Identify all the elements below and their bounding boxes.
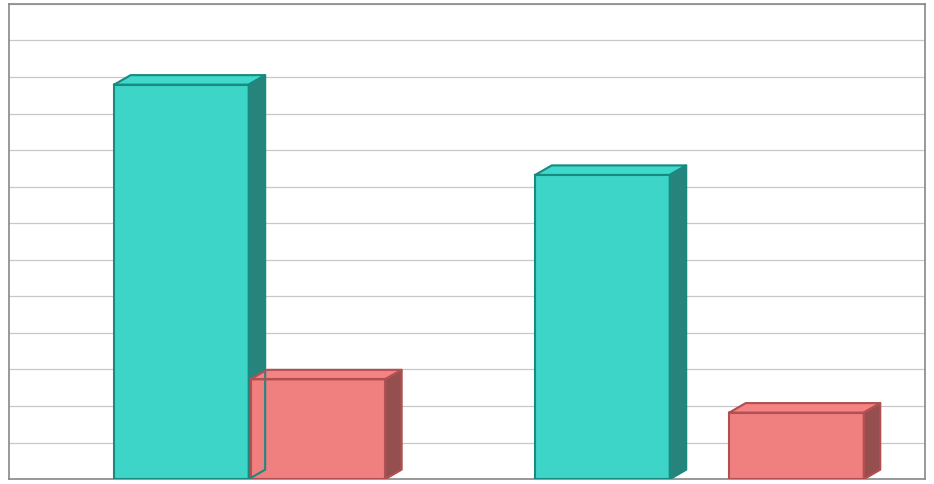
Polygon shape bbox=[535, 166, 686, 176]
Bar bbox=[114, 86, 248, 479]
Polygon shape bbox=[729, 403, 880, 413]
Polygon shape bbox=[248, 76, 265, 479]
Bar bbox=[729, 413, 864, 479]
Polygon shape bbox=[114, 76, 265, 86]
Bar bbox=[535, 176, 670, 479]
Polygon shape bbox=[864, 403, 880, 479]
Bar bbox=[250, 379, 385, 479]
Polygon shape bbox=[250, 370, 402, 379]
Polygon shape bbox=[670, 166, 686, 479]
Polygon shape bbox=[385, 370, 402, 479]
